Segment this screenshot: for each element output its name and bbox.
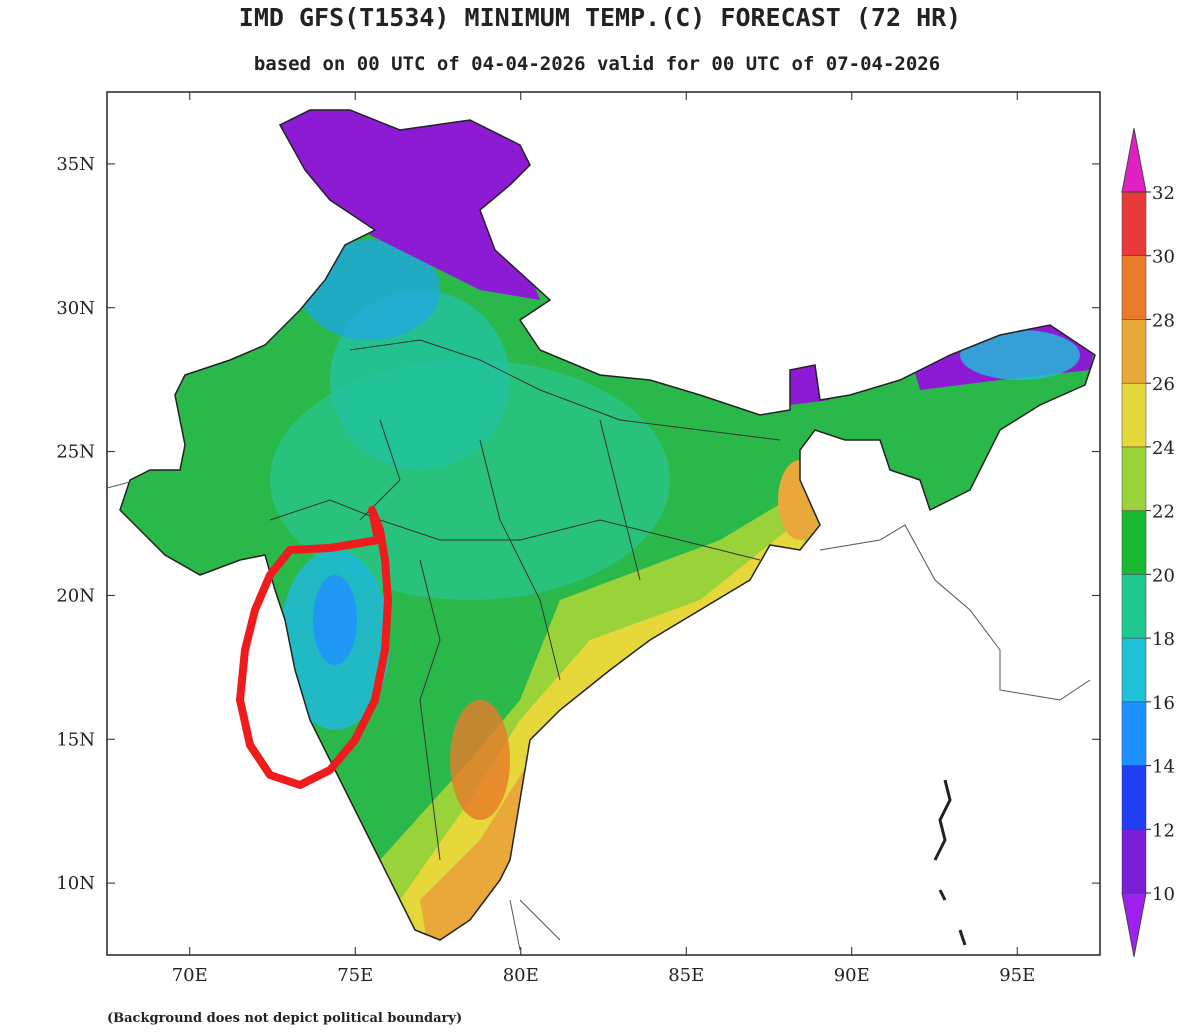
title: IMD GFS(T1534) MINIMUM TEMP.(C) FORECAST… <box>239 3 961 32</box>
footnote: (Background does not depict political bo… <box>107 1011 462 1026</box>
colorbar: 10 12 14 16 18 20 22 24 26 28 30 32 <box>1121 128 1175 957</box>
x-tick-label: 95E <box>999 965 1035 986</box>
colorbar-band <box>1121 446 1147 511</box>
colorbar-lower-extend <box>1121 892 1147 957</box>
andaman-nicobar-islands <box>933 779 967 946</box>
x-tick-label: 70E <box>172 965 208 986</box>
india-outline <box>119 109 1096 941</box>
y-tick-label: 10N <box>56 873 95 894</box>
colorbar-tick-label: 20 <box>1152 565 1175 586</box>
state-boundaries <box>269 339 781 861</box>
colorbar-band <box>1121 255 1147 320</box>
colorbar-band <box>1121 382 1147 448</box>
y-tick-label: 15N <box>56 729 95 750</box>
colorbar-tick-label: 18 <box>1152 629 1175 650</box>
neighbour-boundaries <box>106 481 1091 951</box>
colorbar-band <box>1121 191 1147 256</box>
colorbar-tick-label: 22 <box>1152 502 1175 523</box>
y-tick-label: 20N <box>56 585 95 606</box>
colorbar-band <box>1121 829 1147 894</box>
y-tick-label: 30N <box>56 298 95 319</box>
colorbar-band <box>1121 765 1147 830</box>
colorbar-band <box>1121 574 1147 639</box>
colorbar-tick-label: 24 <box>1152 438 1175 459</box>
x-tick-label: 85E <box>668 965 704 986</box>
colorbar-band <box>1121 637 1147 703</box>
colorbar-tick-label: 26 <box>1152 374 1175 395</box>
colorbar-band <box>1121 319 1147 384</box>
annotation-circle <box>236 506 392 789</box>
y-tick-label: 35N <box>56 154 95 175</box>
colorbar-band <box>1121 701 1147 766</box>
colorbar-tick-label: 30 <box>1152 247 1175 268</box>
colorbar-tick-label: 28 <box>1152 310 1175 331</box>
colorbar-upper-extend <box>1121 128 1147 193</box>
colorbar-tick-label: 16 <box>1152 693 1175 714</box>
colorbar-band <box>1121 510 1147 575</box>
colorbar-tick-label: 14 <box>1152 757 1175 778</box>
colorbar-tick-label: 32 <box>1152 183 1175 204</box>
subtitle: based on 00 UTC of 04-04-2026 valid for … <box>254 53 940 75</box>
x-tick-label: 80E <box>503 965 539 986</box>
map: 70E 75E 80E 85E 90E 95E 10N 15N 20N 25N 30N 35N <box>56 91 1101 986</box>
y-tick-label: 25N <box>56 442 95 463</box>
colorbar-tick-label: 12 <box>1152 820 1175 841</box>
colorbar-tick-label: 10 <box>1152 884 1175 905</box>
x-tick-label: 75E <box>337 965 373 986</box>
x-tick-label: 90E <box>834 965 870 986</box>
